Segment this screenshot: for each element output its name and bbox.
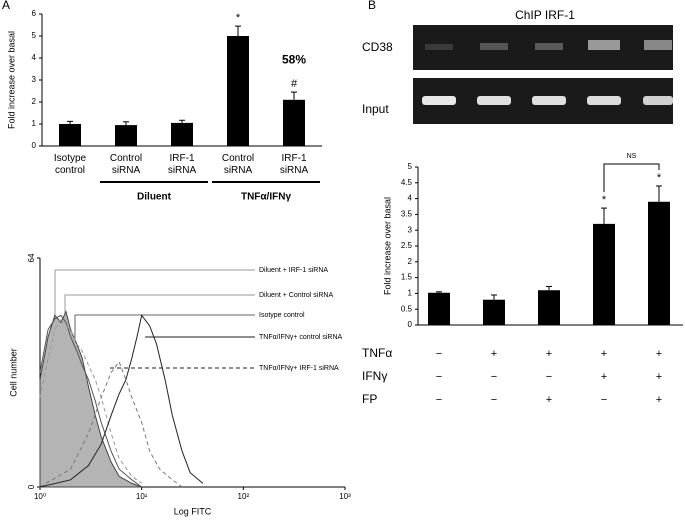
panel-label: B xyxy=(368,0,376,12)
histogram-line xyxy=(39,317,142,484)
y-tick-label: 3 xyxy=(408,225,413,234)
gel-row-label: CD38 xyxy=(362,40,393,54)
bar xyxy=(283,99,305,146)
treatment-sign: − xyxy=(436,371,442,383)
gel-title: ChIP IRF-1 xyxy=(515,8,575,22)
x-tick-label: Isotype control xyxy=(54,153,87,176)
legend-label: TNFα/IFNγ+ control siRNA xyxy=(259,334,343,341)
bar-label: * xyxy=(236,12,241,24)
gel-bands xyxy=(422,40,673,105)
histogram-line xyxy=(39,314,142,488)
bar xyxy=(115,125,137,146)
x-tick-label: IRF-1 siRNA xyxy=(280,153,309,176)
treatment-sign: + xyxy=(601,371,607,383)
bar xyxy=(593,223,615,325)
y-axis-label: Fold increase over basal xyxy=(6,31,16,129)
y-tick-label: 3.5 xyxy=(401,210,413,219)
bar-label: * xyxy=(602,194,607,206)
treatment-sign: + xyxy=(656,394,662,406)
legend-label: Diluent + IRF-1 siRNA xyxy=(259,267,328,274)
bar xyxy=(171,122,193,146)
treatment-sign: − xyxy=(436,348,442,360)
bar xyxy=(538,290,560,325)
y-tick-label: 0 xyxy=(32,141,37,150)
x-tick-label: IRF-1 siRNA xyxy=(168,153,197,176)
treatment-sign: + xyxy=(546,348,552,360)
y-tick-label: 4 xyxy=(32,53,37,62)
y-tick-label: 0 xyxy=(27,484,36,489)
treatment-sign: + xyxy=(656,371,662,383)
bar xyxy=(648,201,670,325)
y-tick-label: 5 xyxy=(32,31,37,40)
y-tick-label: 0 xyxy=(408,320,413,329)
panel-label: A xyxy=(2,0,10,12)
group-label: TNFα/IFNγ xyxy=(241,192,291,203)
y-tick-label: 4 xyxy=(408,194,413,203)
bar-label: * xyxy=(657,172,662,184)
x-tick-label: 10² xyxy=(238,492,250,501)
y-tick-label: 1 xyxy=(32,119,37,128)
histogram-line xyxy=(39,360,183,488)
x-tick-label: 10³ xyxy=(339,492,351,501)
bar-label: # xyxy=(291,78,298,90)
legend-label: Isotype control xyxy=(259,312,305,319)
bar xyxy=(428,292,450,325)
treatment-sign: − xyxy=(491,371,497,383)
y-tick-label: 0.5 xyxy=(401,304,413,313)
treatment-label: IFNγ xyxy=(362,369,387,383)
treatment-sign: − xyxy=(546,371,552,383)
y-tick-label: 2 xyxy=(408,257,413,266)
y-tick-label: 1 xyxy=(408,289,413,298)
x-tick-label: 10⁰ xyxy=(34,492,46,501)
bracket-label: NS xyxy=(627,153,637,160)
treatment-label: FP xyxy=(362,392,377,406)
y-axis-label: Cell number xyxy=(8,348,18,397)
y-tick-label: 4.5 xyxy=(401,178,413,187)
bar xyxy=(483,299,505,325)
treatment-label: TNFα xyxy=(362,346,392,360)
x-tick-label: Control siRNA xyxy=(110,153,142,176)
treatment-sign: + xyxy=(656,348,662,360)
x-tick-label: 10¹ xyxy=(136,492,148,501)
treatment-sign: + xyxy=(546,394,552,406)
y-tick-label: 2.5 xyxy=(401,241,413,250)
annotation: 58% xyxy=(282,52,306,66)
treatment-sign: + xyxy=(601,348,607,360)
bracket xyxy=(603,163,660,193)
bar xyxy=(59,124,81,146)
bar xyxy=(227,36,249,146)
y-tick-label: 2 xyxy=(32,97,37,106)
y-tick-label: 5 xyxy=(408,162,413,171)
histogram-line xyxy=(39,314,204,488)
x-tick-label: Control siRNA xyxy=(222,153,254,176)
gel-row-label: Input xyxy=(362,102,389,116)
legend-label: TNFα/IFNγ+ IRF-1 siRNA xyxy=(259,365,339,372)
y-tick-label: 1.5 xyxy=(401,273,413,282)
y-axis-label: Fold increase over basal xyxy=(382,197,392,295)
treatment-sign: − xyxy=(601,394,607,406)
y-tick-label: 64 xyxy=(27,253,36,262)
x-axis-label: Log FITC xyxy=(174,506,212,516)
y-tick-label: 3 xyxy=(32,75,37,84)
treatment-sign: − xyxy=(491,394,497,406)
legend-label: Diluent + Control siRNA xyxy=(259,292,333,299)
y-tick-label: 6 xyxy=(32,9,37,18)
group-label: Diluent xyxy=(137,192,172,203)
treatment-sign: − xyxy=(436,394,442,406)
treatment-sign: + xyxy=(491,348,497,360)
callouts xyxy=(54,269,255,369)
